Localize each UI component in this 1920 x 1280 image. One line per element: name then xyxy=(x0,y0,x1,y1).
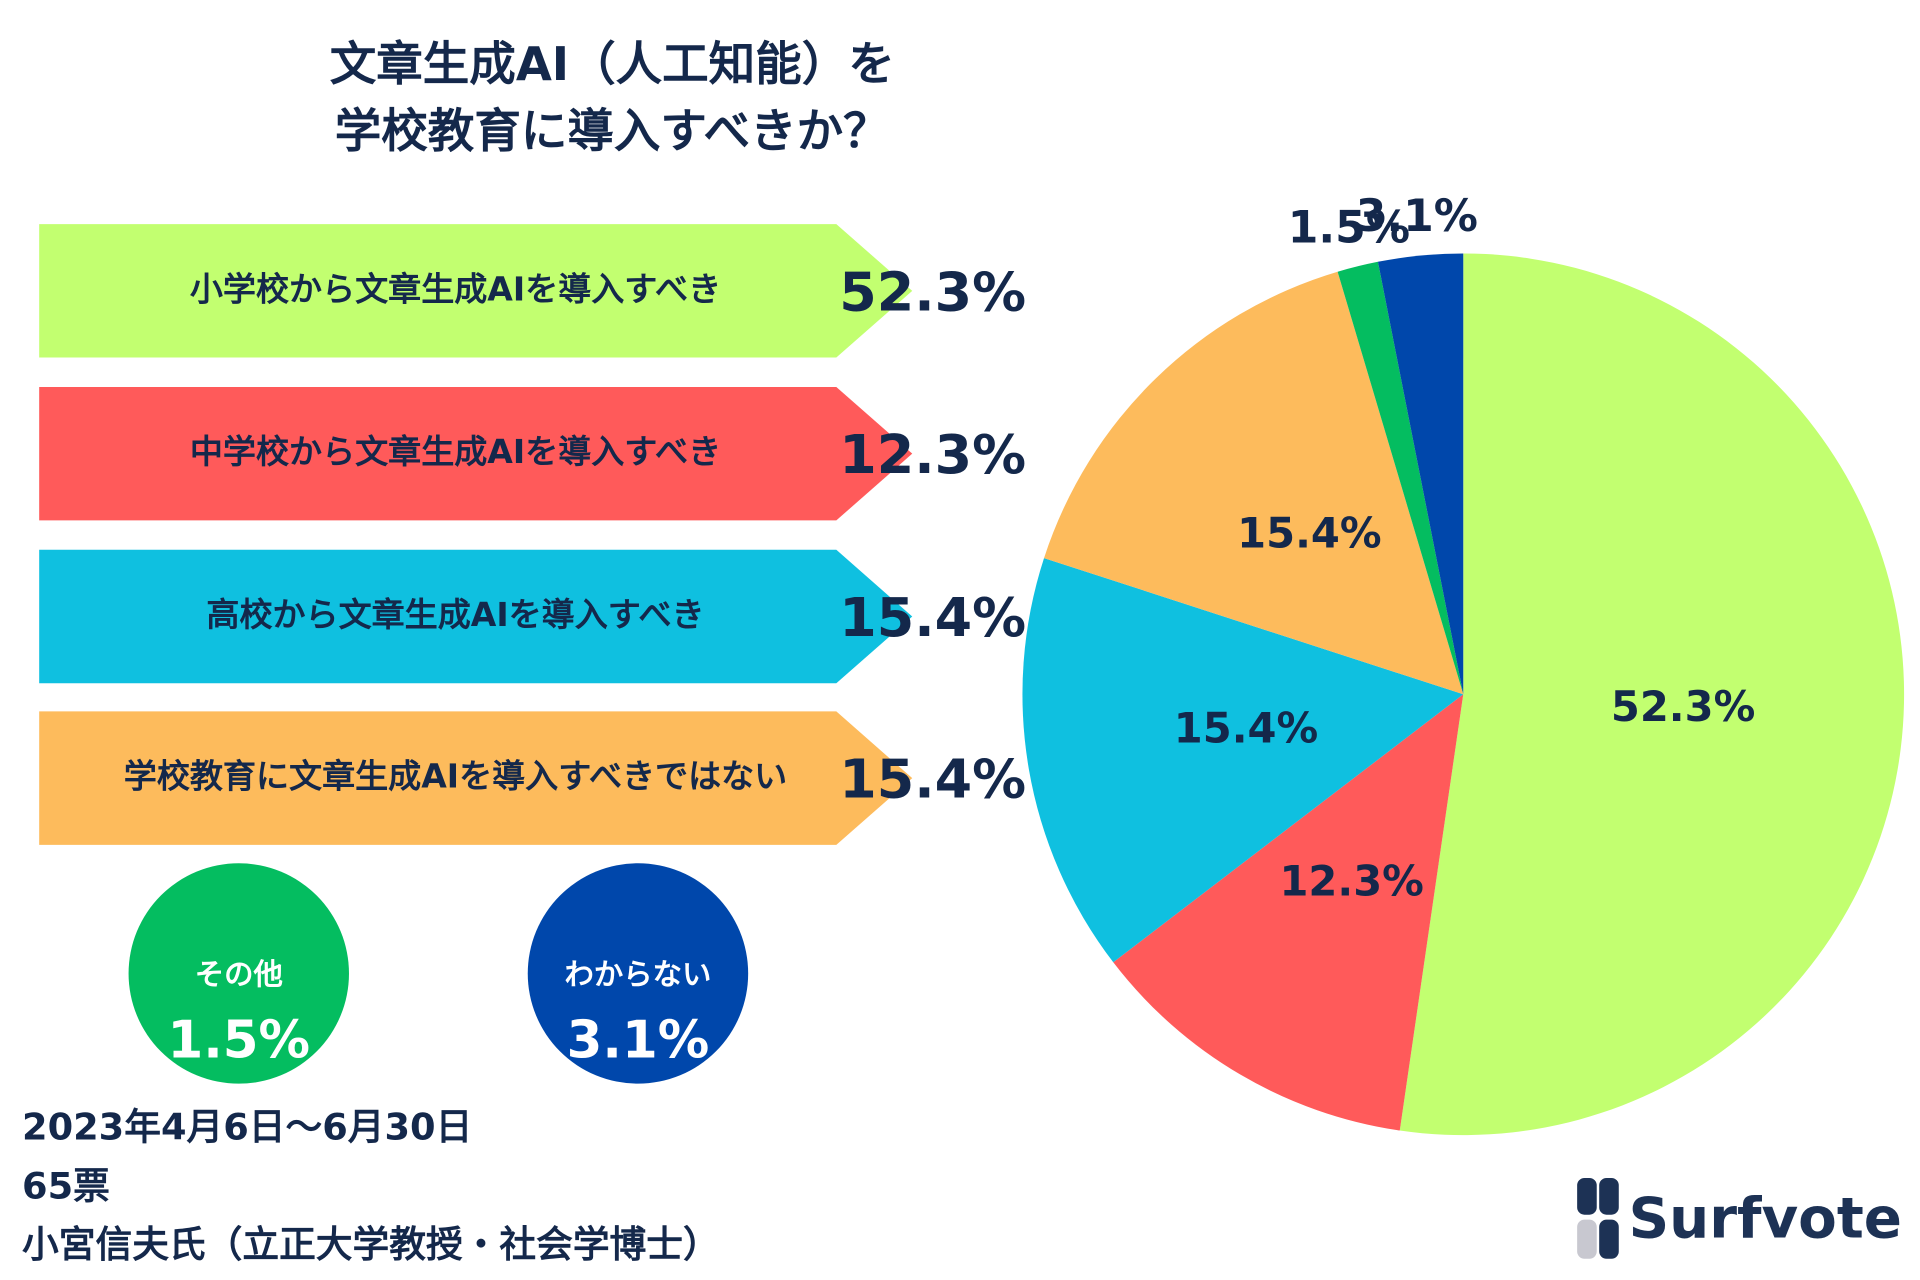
pie-slice xyxy=(1337,261,1464,695)
banner xyxy=(39,711,913,845)
category-label: 小学校から文章生成AIを導入すべき xyxy=(190,269,721,308)
source: 小宮信夫氏（立正大学教授・社会学博士） xyxy=(22,1223,720,1266)
logo: Surfvote xyxy=(1577,1177,1902,1259)
category-label: 学校教育に文章生成AIを導入すべきではない xyxy=(124,757,787,796)
category-label: その他 xyxy=(195,957,283,991)
slice-label: 12.3% xyxy=(1279,856,1423,905)
badge xyxy=(128,863,349,1084)
pie-slice xyxy=(1113,694,1464,1131)
pie-slice xyxy=(1377,253,1464,695)
logo-icon xyxy=(1599,1177,1619,1215)
value-label: 1.5% xyxy=(167,1010,310,1070)
slice-label: 15.4% xyxy=(1237,508,1381,557)
category-label: 中学校から文章生成AIを導入すべき xyxy=(190,432,721,471)
value-label: 3.1% xyxy=(567,1010,710,1070)
period: 2023年4月6日〜6月30日 xyxy=(22,1105,472,1148)
chart-title: 文章生成AI（人工知能）を xyxy=(330,37,895,91)
pie-slice xyxy=(1399,253,1905,1136)
slice-label: 52.3% xyxy=(1611,682,1755,731)
logo-icon xyxy=(1599,1219,1619,1259)
votes: 65票 xyxy=(22,1164,110,1207)
banner xyxy=(39,386,913,521)
logo-text: Surfvote xyxy=(1629,1187,1902,1252)
logo-icon xyxy=(1577,1177,1597,1215)
value-label: 15.4% xyxy=(839,586,1026,649)
chart-title: 学校教育に導入すべきか？ xyxy=(335,104,890,158)
banner xyxy=(39,224,913,358)
slice-label: 15.4% xyxy=(1174,704,1318,753)
pie-slice xyxy=(1022,558,1464,963)
banner xyxy=(39,549,913,684)
slice-label: 1.5% xyxy=(1288,203,1410,254)
badge xyxy=(527,863,749,1084)
category-label: わからない xyxy=(565,957,712,991)
value-label: 12.3% xyxy=(839,423,1026,486)
category-label: 高校から文章生成AIを導入すべき xyxy=(206,595,704,634)
logo-icon xyxy=(1577,1219,1597,1259)
slice-label: 3.1% xyxy=(1356,191,1478,242)
value-label: 15.4% xyxy=(839,748,1026,811)
pie-slice xyxy=(1044,271,1464,695)
value-label: 52.3% xyxy=(839,260,1026,323)
